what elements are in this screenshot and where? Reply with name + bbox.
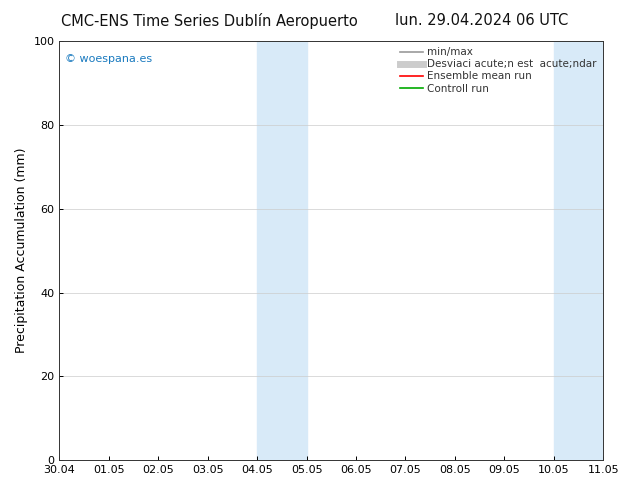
Legend: min/max, Desviaci acute;n est  acute;ndar, Ensemble mean run, Controll run: min/max, Desviaci acute;n est acute;ndar… bbox=[398, 44, 600, 97]
Text: © woespana.es: © woespana.es bbox=[65, 53, 152, 64]
Y-axis label: Precipitation Accumulation (mm): Precipitation Accumulation (mm) bbox=[15, 148, 28, 353]
Text: CMC-ENS Time Series Dublín Aeropuerto: CMC-ENS Time Series Dublín Aeropuerto bbox=[61, 13, 358, 29]
Bar bbox=[553, 41, 603, 460]
Bar bbox=[257, 41, 307, 460]
Text: lun. 29.04.2024 06 UTC: lun. 29.04.2024 06 UTC bbox=[395, 13, 569, 28]
